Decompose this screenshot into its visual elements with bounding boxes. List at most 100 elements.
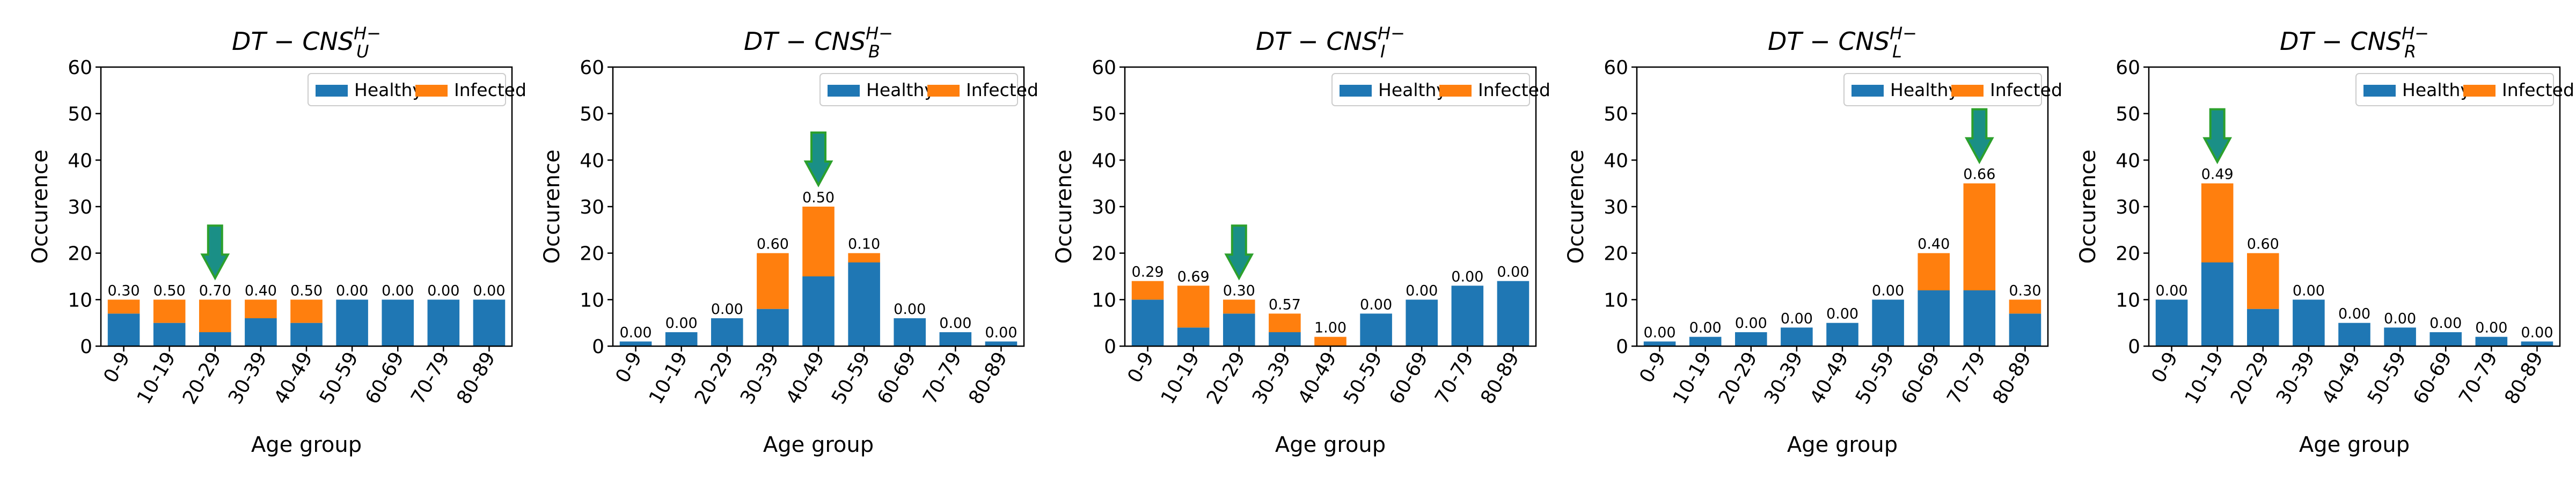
bar-healthy-10-19 <box>665 332 698 346</box>
data-label-10-19: 0.69 <box>1177 268 1210 285</box>
bar-healthy-60-69 <box>2429 332 2462 346</box>
bar-healthy-70-79 <box>427 299 460 346</box>
data-label-60-69: 0.00 <box>1406 282 1438 299</box>
legend-label-infected: Infected <box>2502 79 2574 100</box>
data-label-0-9: 0.30 <box>107 282 140 299</box>
bar-healthy-40-49 <box>290 323 323 346</box>
x-tick-label: 70-79 <box>1943 348 1990 408</box>
bar-healthy-80-89 <box>985 341 1018 346</box>
x-tick-label: 0-9 <box>1123 348 1158 386</box>
data-label-30-39: 0.60 <box>757 236 789 253</box>
bar-healthy-70-79 <box>939 332 972 346</box>
bar-infected-70-79 <box>1963 183 1996 290</box>
x-axis-label: Age group <box>1275 433 1386 457</box>
legend-label-infected: Infected <box>966 79 1038 100</box>
data-label-60-69: 0.00 <box>382 282 414 299</box>
x-tick-label: 80-89 <box>964 348 1012 408</box>
y-tick-label: 20 <box>2116 243 2140 265</box>
data-label-60-69: 0.40 <box>1918 236 1950 253</box>
bar-healthy-80-89 <box>2009 313 2041 346</box>
y-tick-label: 50 <box>1604 104 1628 126</box>
y-tick-label: 30 <box>2116 196 2140 218</box>
bar-infected-20-29 <box>199 299 231 332</box>
legend-swatch-infected <box>1439 85 1472 97</box>
x-tick-label: 50-59 <box>1340 348 1387 408</box>
bar-healthy-10-19 <box>1177 327 1210 346</box>
x-tick-label: 0-9 <box>1635 348 1670 386</box>
data-label-70-79: 0.00 <box>2475 320 2507 336</box>
bar-healthy-30-39 <box>2293 299 2325 346</box>
x-tick-label: 40-49 <box>782 348 829 408</box>
bar-healthy-0-9 <box>2155 299 2188 346</box>
chart-panel-2: DT − CNSH− B 0.00 0.00 0.00 0.60 0.50 0.10 0.00 0… <box>540 23 1038 457</box>
bar-healthy-80-89 <box>1497 281 1529 346</box>
y-tick-label: 30 <box>68 196 92 218</box>
chart-panel-3: DT − CNSH− I 0.29 0.69 0.30 0.57 1.00 0.00 0.00 0… <box>1052 23 1550 457</box>
chart-title: DT − CNSH− L <box>1768 23 1917 62</box>
x-tick-label: 30-39 <box>224 348 272 408</box>
x-tick-label: 20-29 <box>691 348 738 408</box>
y-tick-label: 50 <box>580 104 604 126</box>
bar-infected-20-29 <box>1223 299 1255 314</box>
x-tick-label: 60-69 <box>361 348 408 408</box>
chart-panel-4: DT − CNSH− L 0.00 0.00 0.00 0.00 0.00 0.00 0.40 0… <box>1564 23 2062 457</box>
chart-title-base: DT − CNS <box>1256 27 1378 56</box>
bar-healthy-10-19 <box>1689 336 1722 346</box>
x-tick-label: 70-79 <box>1431 348 1478 408</box>
x-tick-label: 10-19 <box>645 348 692 408</box>
chart-title: DT − CNSH− B <box>744 23 893 62</box>
bar-healthy-50-59 <box>2384 327 2416 346</box>
bar-healthy-70-79 <box>1963 290 1996 346</box>
x-tick-label: 20-29 <box>1715 348 1762 408</box>
x-tick-label: 0-9 <box>2147 348 2182 386</box>
legend-swatch-healthy <box>2363 85 2396 97</box>
data-label-10-19: 0.49 <box>2201 166 2234 183</box>
bar-healthy-60-69 <box>1918 290 1950 346</box>
data-label-70-79: 0.00 <box>1451 268 1483 285</box>
bar-healthy-50-59 <box>336 299 368 346</box>
legend-label-healthy: Healthy <box>1890 79 1959 100</box>
bar-healthy-30-39 <box>1269 332 1301 346</box>
y-tick-label: 60 <box>1092 57 1116 79</box>
bar-healthy-0-9 <box>619 341 652 346</box>
y-tick-label: 10 <box>68 289 92 311</box>
data-label-40-49: 0.50 <box>802 189 835 206</box>
legend-swatch-infected <box>415 85 448 97</box>
y-tick-label: 30 <box>580 196 604 218</box>
data-label-70-79: 0.00 <box>939 315 971 332</box>
bar-healthy-0-9 <box>1131 299 1164 346</box>
data-label-40-49: 0.00 <box>1826 306 1858 323</box>
data-label-50-59: 0.00 <box>336 282 368 299</box>
x-tick-label: 60-69 <box>1897 348 1944 408</box>
chart-title: DT − CNSH− I <box>1256 23 1405 62</box>
chart-title-subscript: I <box>1380 41 1385 62</box>
legend-label-healthy: Healthy <box>354 79 423 100</box>
bar-infected-40-49 <box>802 207 835 276</box>
legend: Healthy Infected <box>1331 73 1550 106</box>
data-label-0-9: 0.29 <box>1131 264 1163 281</box>
y-axis-label: Occurence <box>540 150 565 264</box>
chart-title-base: DT − CNS <box>744 27 866 56</box>
legend-label-infected: Infected <box>1478 79 1550 100</box>
bar-healthy-80-89 <box>2521 341 2553 346</box>
x-axis-label: Age group <box>2299 433 2410 457</box>
y-tick-label: 0 <box>1104 336 1116 358</box>
data-label-70-79: 0.00 <box>427 282 459 299</box>
data-label-60-69: 0.00 <box>2429 315 2462 332</box>
bar-infected-50-59 <box>848 253 880 262</box>
x-tick-label: 20-29 <box>2227 348 2274 408</box>
chart-title-superscript: H− <box>2402 23 2429 43</box>
highlight-arrow-icon <box>803 131 833 188</box>
x-tick-label: 40-49 <box>270 348 317 408</box>
bar-healthy-10-19 <box>153 323 186 346</box>
bar-infected-80-89 <box>2009 299 2041 314</box>
bar-healthy-50-59 <box>1872 299 1904 346</box>
y-tick-label: 40 <box>580 150 604 172</box>
bar-healthy-70-79 <box>1451 286 1484 346</box>
legend-swatch-healthy <box>828 85 860 97</box>
bar-healthy-40-49 <box>2338 323 2370 346</box>
y-tick-label: 20 <box>580 243 604 265</box>
y-tick-label: 10 <box>1604 289 1628 311</box>
x-tick-label: 10-19 <box>133 348 180 408</box>
chart-title-superscript: H− <box>1890 23 1917 43</box>
